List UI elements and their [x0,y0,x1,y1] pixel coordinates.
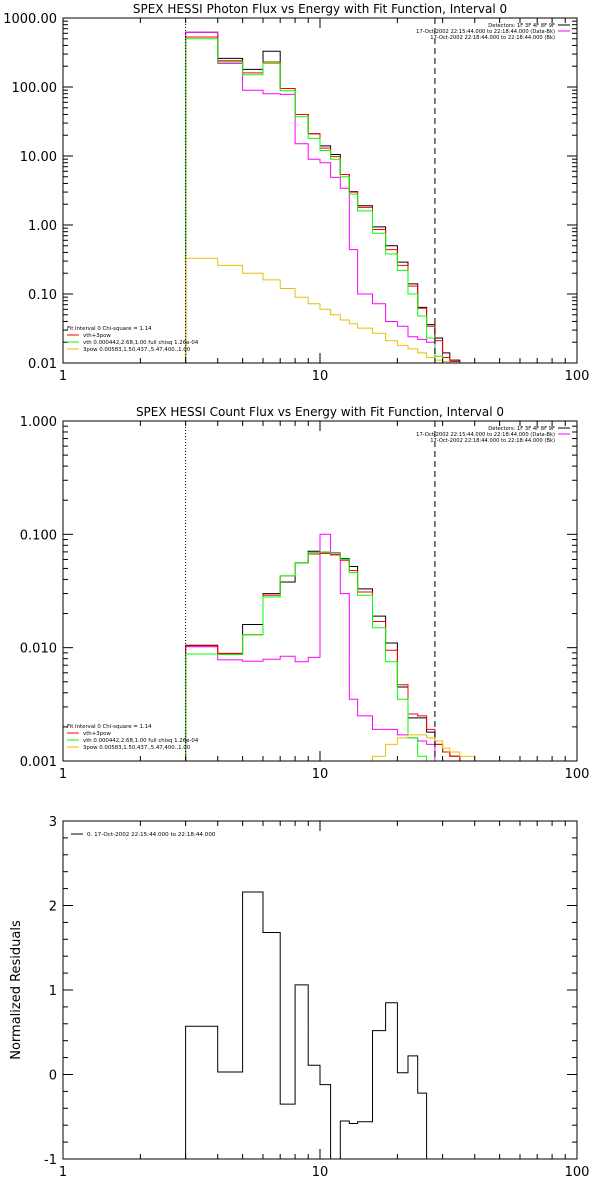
plot-frame [62,820,578,1160]
y-tick-label: 3 [49,815,57,830]
series-line-3pow [372,734,476,761]
legend-label: vth+3pow [83,731,111,737]
y-tick-label: 2 [49,900,57,915]
series-line-vth+3pow [185,552,461,761]
x-tick-label: 10 [312,1165,329,1180]
plot-frame [62,17,578,364]
legend-label: 3pow 0.00583,1.50,437.,5.47,400.,1.00 [83,347,191,353]
header-line: 17-Oct-2002 22:18:44.000 to 22:18:44.000… [430,438,555,444]
legend-label: vth 0.000442,2.68,1.00 full chisq 1.26e-… [83,340,199,346]
legend-label: 0. 17-Oct-2002 22:15:44.000 to 22:18:44.… [87,832,216,838]
header-line: 17-Oct-2002 22:15:44.000 to 22:18:44.000… [416,29,555,35]
series-group [185,31,461,363]
series-line-vth [185,551,428,761]
y-tick-label: 1.00 [28,219,57,234]
series-line-vth [185,38,451,363]
legend-label: vth 0.000442,2.68,1.00 full chisq 1.26e-… [83,738,199,744]
series-line-vth+3pow [185,36,461,363]
header-line: 17-Oct-2002 22:18:44.000 to 22:18:44.000… [430,35,555,41]
series-line-0 [185,891,428,1159]
series-line-bk [185,31,436,363]
y-tick-label: 0.01 [28,357,57,372]
chart-title: SPEX HESSI Count Flux vs Energy with Fit… [136,405,504,419]
legend-label: Fit Interval 0 Chi-square = 1.14 [67,326,152,332]
header-line: Detectors: 1F 3F 4F 8F 9F [488,23,555,29]
x-tick-label: 10 [312,369,329,384]
x-tick-label: 1 [59,369,67,384]
count-flux-panel: SPEX HESSI Count Flux vs Energy with Fit… [20,405,590,782]
series-group [185,891,428,1159]
chart-title: SPEX HESSI Photon Flux vs Energy with Fi… [133,2,507,16]
y-tick-label: 0 [49,1069,57,1084]
header-line: 17-Oct-2002 22:15:44.000 to 22:18:44.000… [416,432,555,438]
y-tick-label: -1 [44,1153,57,1168]
legend-label: vth+3pow [83,333,111,339]
y-tick-label: 0.100 [20,528,57,543]
x-tick-label: 10 [312,767,329,782]
y-tick-label: 0.10 [28,288,57,303]
y-tick-label: 100.00 [12,81,58,96]
legend-label: Fit Interval 0 Chi-square = 1.14 [67,724,152,730]
series-group [185,533,476,761]
x-tick-label: 100 [565,1165,590,1180]
y-axis-label: Normalized Residuals [9,920,24,1060]
y-tick-label: 1.000 [20,415,57,430]
x-tick-label: 100 [565,767,590,782]
series-line-databk [185,550,461,761]
y-tick-label: 1 [49,984,57,999]
photon-flux-panel: SPEX HESSI Photon Flux vs Energy with Fi… [3,2,589,384]
x-tick-label: 1 [59,1165,67,1180]
y-tick-label: 1000.00 [3,12,57,27]
y-tick-label: 10.00 [20,150,57,165]
series-line-3pow [185,257,451,363]
x-tick-label: 100 [565,369,590,384]
legend-label: 3pow 0.00583,1.50,437.,5.47,400.,1.00 [83,745,191,751]
residuals-panel: 1 10 100 -1 0 1 2 3 Normalized Residuals 0. 17-Oc… [9,815,589,1180]
y-tick-label: 0.010 [20,642,57,657]
series-line-databk [185,31,461,363]
y-tick-label: 0.001 [20,755,57,770]
header-line: Detectors: 1F 3F 4F 8F 9F [488,426,555,432]
x-tick-label: 1 [59,767,67,782]
